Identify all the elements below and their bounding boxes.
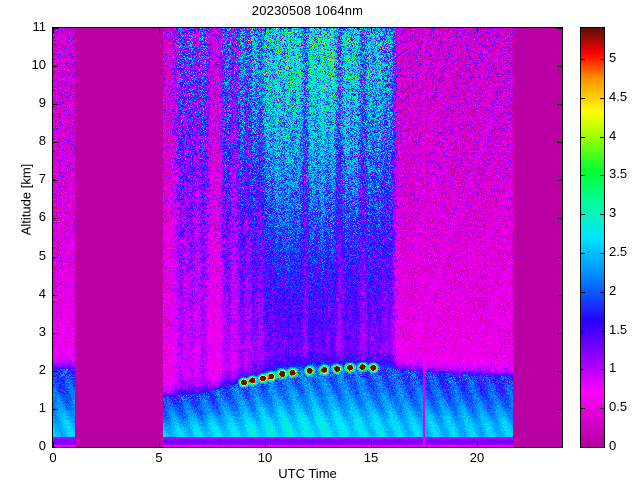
y-tick-label: 6 (38, 209, 46, 224)
colorbar-tick-label: 1 (609, 360, 617, 375)
x-tick-label: 10 (257, 450, 273, 465)
colorbar-tick-mark (581, 98, 585, 99)
y-tick-label: 4 (38, 286, 46, 301)
colorbar-tick-mark-right (600, 369, 604, 370)
colorbar-tick-mark (581, 369, 585, 370)
colorbar-tick-label: 4 (609, 128, 617, 143)
colorbar-tick-mark-right (600, 137, 604, 138)
colorbar-tick-mark (581, 59, 585, 60)
y-tick-mark (53, 142, 58, 143)
colorbar-tick-mark-right (600, 408, 604, 409)
x-tick-mark-top (371, 28, 372, 33)
y-tick-mark-right (557, 295, 562, 296)
x-tick-mark (371, 442, 372, 447)
y-tick-label: 8 (38, 133, 46, 148)
colorbar-tick-label: 0 (609, 438, 617, 453)
x-tick-mark-top (477, 28, 478, 33)
y-tick-mark (53, 333, 58, 334)
colorbar-tick-mark (581, 331, 585, 332)
colorbar-tick-label: 3.5 (609, 166, 628, 181)
x-tick-label: 5 (155, 450, 163, 465)
y-tick-mark (53, 447, 58, 448)
colorbar-tick-mark-right (600, 59, 604, 60)
y-tick-mark-right (557, 371, 562, 372)
x-tick-label: 15 (363, 450, 379, 465)
y-tick-mark (53, 371, 58, 372)
colorbar-tick-label: 3 (609, 205, 617, 220)
y-tick-mark (53, 180, 58, 181)
x-tick-mark (53, 442, 54, 447)
x-tick-label: 0 (49, 450, 57, 465)
page-title: 20230508 1064nm (251, 3, 364, 18)
y-tick-mark (53, 28, 58, 29)
colorbar-tick-mark-right (600, 292, 604, 293)
colorbar-tick-mark-right (600, 214, 604, 215)
y-tick-mark (53, 66, 58, 67)
axes-frame (52, 27, 563, 448)
y-tick-mark (53, 295, 58, 296)
y-tick-mark-right (557, 180, 562, 181)
colorbar-frame (580, 27, 605, 448)
x-tick-mark-top (53, 28, 54, 33)
x-tick-mark (477, 442, 478, 447)
y-tick-mark-right (557, 447, 562, 448)
x-tick-label: 20 (469, 450, 485, 465)
colorbar-gradient (581, 28, 604, 447)
y-tick-mark (53, 257, 58, 258)
y-tick-mark-right (557, 257, 562, 258)
colorbar-tick-mark-right (600, 331, 604, 332)
x-tick-mark-top (265, 28, 266, 33)
colorbar-tick-label: 0.5 (609, 399, 628, 414)
colorbar-tick-label: 2 (609, 283, 617, 298)
y-tick-label: 7 (38, 171, 46, 186)
lidar-heatmap-canvas (53, 28, 562, 447)
y-tick-mark-right (557, 333, 562, 334)
colorbar-tick-mark (581, 214, 585, 215)
y-tick-label: 3 (38, 324, 46, 339)
x-tick-mark-top (159, 28, 160, 33)
y-tick-label: 0 (38, 438, 46, 453)
y-tick-label: 11 (32, 19, 47, 34)
colorbar-tick-mark-right (600, 98, 604, 99)
y-tick-mark-right (557, 28, 562, 29)
colorbar-tick-label: 5 (609, 50, 617, 65)
y-tick-label: 9 (38, 95, 46, 110)
y-tick-mark (53, 218, 58, 219)
x-axis-label: UTC Time (278, 466, 337, 481)
y-tick-mark-right (557, 104, 562, 105)
colorbar-tick-label: 1.5 (609, 322, 628, 337)
y-tick-label: 1 (38, 400, 46, 415)
y-tick-mark-right (557, 218, 562, 219)
colorbar-tick-mark (581, 175, 585, 176)
colorbar-tick-mark (581, 253, 585, 254)
colorbar-tick-label: 2.5 (609, 244, 628, 259)
colorbar-tick-mark-right (600, 447, 604, 448)
y-tick-mark-right (557, 66, 562, 67)
colorbar-tick-mark-right (600, 253, 604, 254)
y-tick-mark (53, 409, 58, 410)
x-tick-mark (159, 442, 160, 447)
y-tick-label: 5 (38, 248, 46, 263)
colorbar-tick-mark (581, 137, 585, 138)
colorbar-tick-mark (581, 408, 585, 409)
colorbar-tick-label: 4.5 (609, 89, 628, 104)
x-tick-mark (265, 442, 266, 447)
y-axis-label: Altitude [km] (18, 163, 34, 236)
colorbar-tick-mark (581, 447, 585, 448)
y-tick-mark-right (557, 142, 562, 143)
y-tick-mark-right (557, 409, 562, 410)
colorbar-tick-mark-right (600, 175, 604, 176)
y-tick-mark (53, 104, 58, 105)
colorbar-tick-mark (581, 292, 585, 293)
y-tick-label: 2 (38, 362, 46, 377)
y-tick-label: 10 (31, 57, 46, 72)
